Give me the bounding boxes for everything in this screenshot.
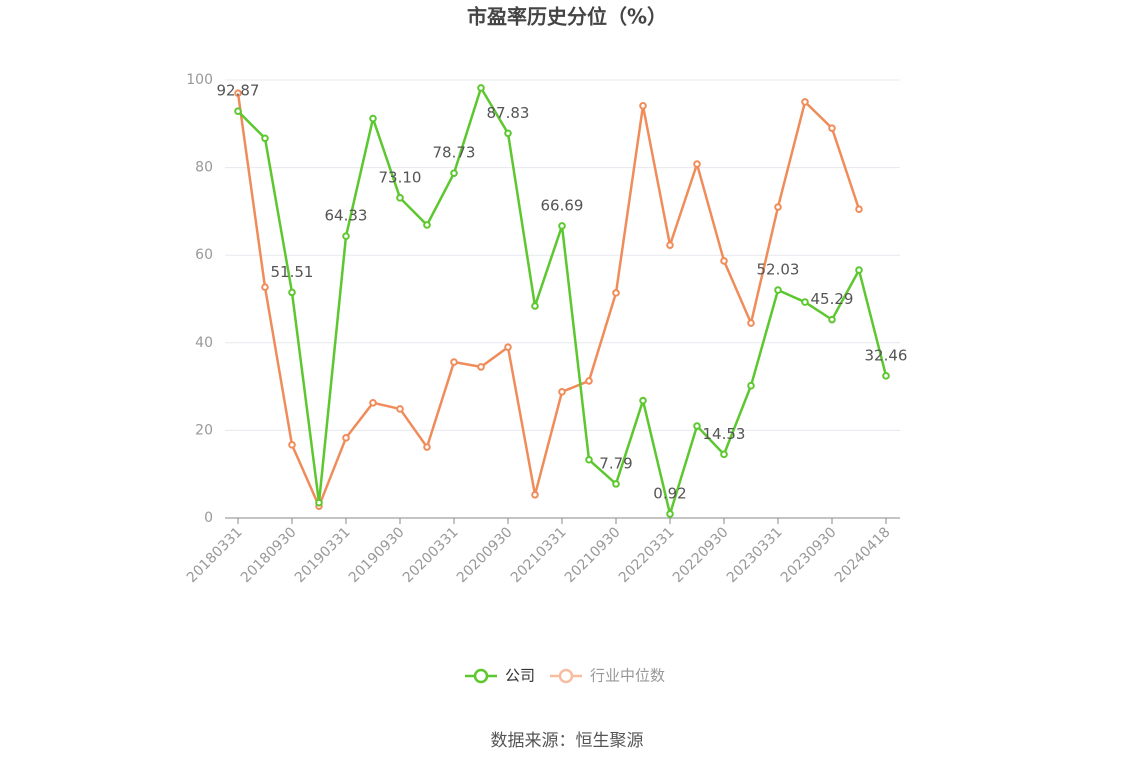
y-tick-label: 40 <box>195 335 213 351</box>
series-line <box>237 84 888 519</box>
data-point <box>720 257 728 265</box>
data-point <box>639 102 647 110</box>
series-line <box>236 92 861 510</box>
data-label: 66.69 <box>541 196 584 214</box>
x-tick-label: 20210331 <box>508 524 570 586</box>
data-point <box>612 480 620 488</box>
data-label: 32.46 <box>865 346 908 364</box>
data-point <box>693 422 701 430</box>
data-point <box>828 124 836 132</box>
data-point <box>801 98 809 106</box>
y-tick-label: 0 <box>204 510 213 526</box>
data-label: 64.33 <box>325 207 368 225</box>
data-label: 51.51 <box>271 263 314 281</box>
data-point <box>720 450 728 459</box>
data-label: 14.53 <box>703 425 746 443</box>
data-point <box>396 194 404 202</box>
legend-symbol <box>473 668 489 684</box>
data-point <box>261 134 269 143</box>
data-label: 52.03 <box>757 261 800 279</box>
data-point <box>666 241 674 249</box>
data-point <box>855 266 863 274</box>
data-point <box>801 298 809 306</box>
data-point <box>477 84 485 92</box>
data-point <box>450 169 458 177</box>
data-point <box>450 358 458 366</box>
data-point <box>558 388 566 396</box>
data-point <box>315 498 323 507</box>
data-label: 0.92 <box>653 484 686 502</box>
x-tick-label: 20180331 <box>184 524 246 586</box>
x-tick-label: 20220331 <box>616 524 678 586</box>
legend-label: 公司 <box>505 667 535 685</box>
data-point <box>369 114 377 123</box>
x-tick-label: 20180930 <box>238 524 300 586</box>
data-label: 78.73 <box>433 144 476 162</box>
data-point <box>666 510 674 518</box>
data-point <box>882 372 890 380</box>
data-point <box>288 288 296 297</box>
data-point <box>234 89 242 97</box>
y-tick-label: 80 <box>195 160 213 176</box>
data-point <box>504 129 512 138</box>
data-label: 73.10 <box>379 168 422 186</box>
data-point <box>288 441 296 449</box>
data-point <box>342 434 350 442</box>
data-point <box>396 405 404 413</box>
data-label: 45.29 <box>811 290 854 308</box>
x-tick-label: 20230930 <box>778 524 840 586</box>
data-point <box>747 319 755 327</box>
source: 数据来源：恒生聚源 <box>491 731 644 751</box>
legend-symbol <box>558 668 574 684</box>
data-label: 92.87 <box>217 82 260 100</box>
data-point <box>558 222 566 230</box>
data-point <box>774 286 782 294</box>
y-tick-label: 20 <box>195 422 213 438</box>
chart-title: 市盈率历史分位（%） <box>467 5 667 29</box>
data-point <box>342 232 350 241</box>
data-point <box>774 203 782 211</box>
data-point <box>531 490 539 499</box>
data-label: 7.79 <box>599 454 632 472</box>
data-point <box>855 205 863 214</box>
x-tick-label: 20190331 <box>292 524 354 586</box>
x-tick-label: 20200331 <box>400 524 462 586</box>
data-point <box>585 455 593 464</box>
x-tick-label: 20240418 <box>832 524 894 586</box>
data-point <box>261 283 269 291</box>
data-point <box>423 221 431 229</box>
data-label: 87.83 <box>487 104 530 122</box>
y-tick-label: 100 <box>186 72 213 88</box>
data-point <box>747 381 755 390</box>
data-point <box>423 443 431 451</box>
data-point <box>477 363 485 371</box>
data-point <box>612 289 620 297</box>
legend-label: 行业中位数 <box>590 667 665 685</box>
data-point <box>639 396 647 405</box>
data-point <box>369 399 377 407</box>
x-tick-label: 20200930 <box>454 524 516 586</box>
data-point <box>828 315 836 324</box>
data-point <box>504 343 512 351</box>
data-point <box>693 160 701 168</box>
x-tick-label: 20230331 <box>724 524 786 586</box>
data-point <box>585 377 593 385</box>
data-point <box>234 107 242 116</box>
x-tick-label: 20210930 <box>562 524 624 586</box>
x-tick-label: 20220930 <box>670 524 732 586</box>
data-point <box>531 302 539 310</box>
x-tick-label: 20190930 <box>346 524 408 586</box>
y-tick-label: 60 <box>195 247 213 263</box>
